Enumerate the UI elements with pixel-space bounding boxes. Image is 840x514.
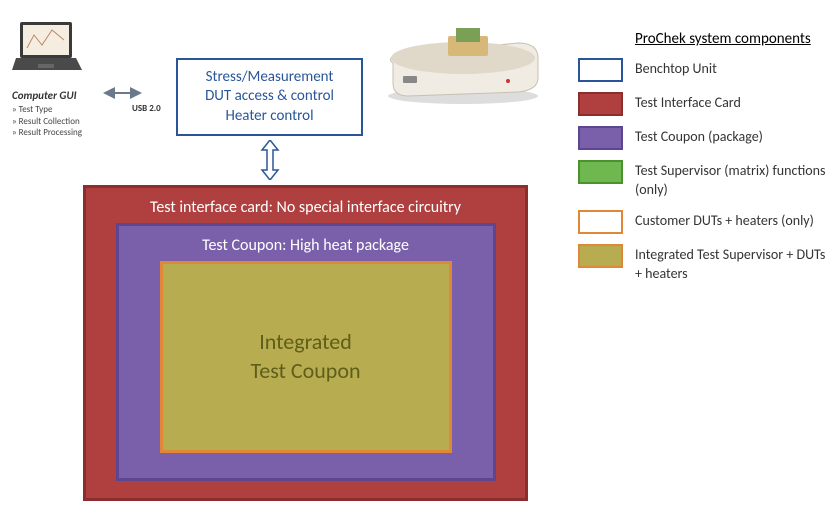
- control-line-3: Heater control: [225, 107, 313, 127]
- gui-item: Result Processing: [12, 127, 157, 139]
- legend-row: Customer DUTs + heaters (only): [578, 210, 828, 234]
- legend-label: Test Coupon (package): [635, 126, 763, 147]
- legend-swatch: [578, 58, 623, 82]
- legend-swatch: [578, 210, 623, 234]
- test-interface-card-box: Test interface card: No special interfac…: [83, 185, 528, 501]
- gui-item: Result Collection: [12, 116, 157, 128]
- legend-label: Integrated Test Supervisor + DUTs + heat…: [635, 244, 828, 284]
- legend-swatch: [578, 126, 623, 150]
- legend-swatch: [578, 160, 623, 184]
- legend-row: Integrated Test Supervisor + DUTs + heat…: [578, 244, 828, 284]
- computer-gui-block: Computer GUI Test Type Result Collection…: [12, 20, 157, 139]
- legend-title: ProChek system components: [578, 30, 828, 48]
- control-box: Stress/Measurement DUT access & control …: [176, 58, 363, 136]
- usb-label: USB 2.0: [132, 103, 161, 114]
- legend-label: Test Supervisor (matrix) functions (only…: [635, 160, 828, 200]
- mid-box-label: Test Coupon: High heat package: [202, 236, 409, 255]
- legend-swatch: [578, 244, 623, 268]
- integrated-test-coupon-box: Integrated Test Coupon: [160, 261, 452, 453]
- legend-label: Benchtop Unit: [635, 58, 717, 79]
- legend-swatch: [578, 92, 623, 116]
- laptop-icon: [12, 20, 87, 80]
- control-line-1: Stress/Measurement: [206, 68, 334, 88]
- inner-box-label-2: Test Coupon: [250, 357, 360, 386]
- inner-box-label-1: Integrated: [259, 328, 352, 357]
- benchtop-unit-icon: [378, 18, 548, 108]
- legend-row: Test Coupon (package): [578, 126, 828, 150]
- usb-arrow-icon: [100, 85, 145, 101]
- vertical-double-arrow-icon: [258, 140, 282, 180]
- outer-box-label: Test interface card: No special interfac…: [150, 198, 461, 217]
- legend-row: Benchtop Unit: [578, 58, 828, 82]
- control-line-2: DUT access & control: [205, 87, 334, 107]
- legend-row: Test Supervisor (matrix) functions (only…: [578, 160, 828, 200]
- test-coupon-box: Test Coupon: High heat package Integrate…: [116, 223, 496, 481]
- legend-row: Test Interface Card: [578, 92, 828, 116]
- legend-label: Test Interface Card: [635, 92, 741, 113]
- legend-label: Customer DUTs + heaters (only): [635, 210, 814, 231]
- legend: ProChek system components Benchtop Unit T…: [578, 30, 828, 294]
